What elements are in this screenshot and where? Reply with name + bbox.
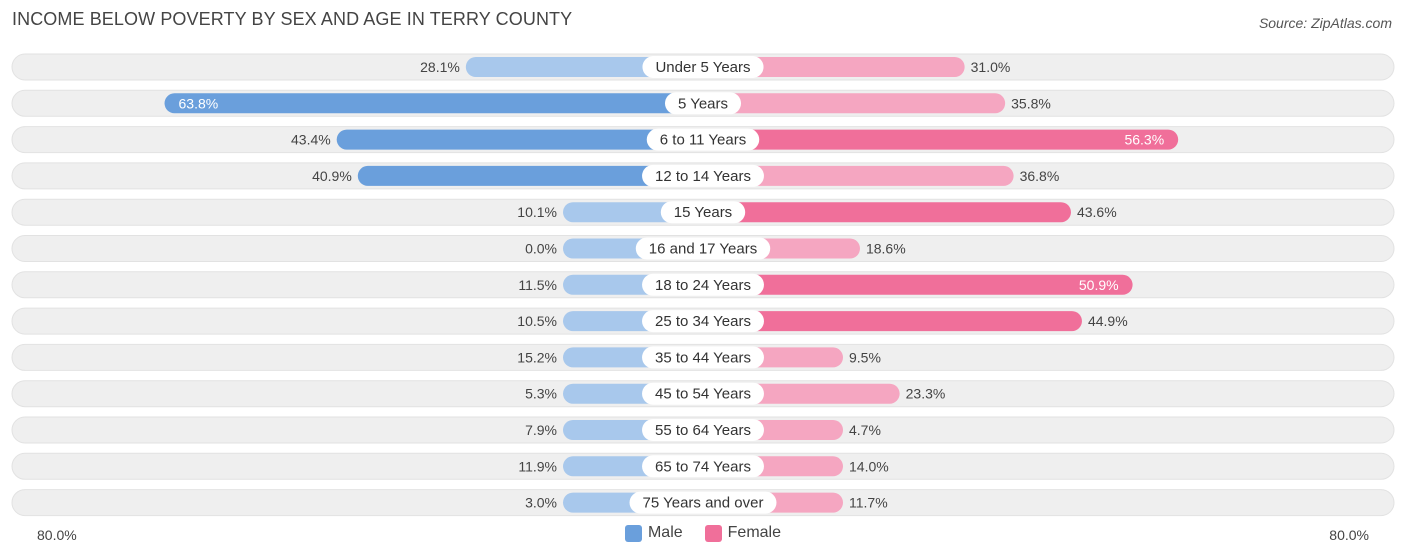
value-label-male: 63.8%: [179, 95, 219, 111]
value-label-male: 11.5%: [518, 277, 557, 293]
bar-female: [703, 274, 1133, 295]
category-label: 16 and 17 Years: [649, 241, 757, 258]
source-label: Source: ZipAtlas.com: [1258, 15, 1392, 31]
category-label: 15 Years: [674, 204, 732, 221]
legend-swatch-male: [624, 524, 642, 542]
bar-female: [703, 311, 1082, 332]
chart-title: INCOME BELOW POVERTY BY SEX AND AGE IN T…: [12, 9, 573, 29]
value-label-male: 11.9%: [518, 458, 557, 474]
category-label: 5 Years: [678, 95, 728, 112]
category-label-pill: [642, 310, 764, 333]
value-label-female: 31.0%: [971, 59, 1011, 75]
bar-male: [357, 165, 703, 186]
category-label-pill: [642, 419, 764, 441]
value-label-male: 28.1%: [420, 59, 460, 75]
category-label: 65 to 74 Years: [655, 458, 751, 475]
value-label-female: 14.0%: [849, 458, 889, 474]
legend-swatch-female: [704, 524, 722, 542]
legend-item-female[interactable]: Female: [704, 524, 782, 542]
category-label-pill: [642, 273, 764, 296]
category-label: Under 5 Years: [655, 59, 750, 76]
category-label-pill: [629, 491, 777, 514]
value-label-female: 11.7%: [849, 495, 888, 511]
bar-female: [703, 202, 1071, 223]
value-label-female: 4.7%: [849, 422, 881, 438]
category-label-pill: [642, 164, 764, 187]
bar-male: [336, 129, 703, 150]
category-label: 75 Years and over: [643, 495, 764, 512]
legend: Male Female: [0, 524, 1406, 542]
bar-female: [703, 129, 1179, 150]
value-label-male: 0.0%: [525, 241, 557, 257]
value-label-female: 50.9%: [1079, 277, 1119, 293]
category-label: 18 to 24 Years: [655, 277, 751, 294]
category-label-pill: [664, 92, 742, 115]
value-label-male: 3.0%: [525, 495, 557, 511]
diverging-bar-chart: 28.1% 31.0% Under 5 Years 63.8% 35.8% 5 Years…: [11, 53, 1395, 517]
category-label-pill: [642, 382, 764, 405]
value-label-female: 56.3%: [1124, 132, 1164, 148]
category-label: 35 to 44 Years: [655, 349, 751, 366]
category-label-pill: [635, 237, 771, 260]
axis-label-right: 80.0%: [1329, 527, 1369, 543]
category-label-pill: [642, 346, 764, 369]
value-label-female: 35.8%: [1011, 95, 1051, 111]
bar-male: [164, 93, 703, 114]
category-label: 12 to 14 Years: [655, 168, 751, 185]
value-label-female: 23.3%: [906, 386, 946, 402]
legend-label-male: Male: [647, 524, 683, 541]
bar-female: [703, 57, 965, 77]
category-label: 25 to 34 Years: [655, 313, 751, 330]
value-label-male: 5.3%: [525, 386, 557, 402]
value-label-male: 15.2%: [517, 349, 557, 365]
value-label-female: 44.9%: [1088, 313, 1128, 329]
value-label-male: 43.4%: [291, 132, 331, 148]
category-label-pill: [660, 201, 746, 224]
category-label: 45 to 54 Years: [655, 386, 751, 403]
category-label-pill: [642, 56, 764, 78]
axis-label-left: 80.0%: [37, 527, 77, 543]
category-label: 6 to 11 Years: [660, 132, 746, 149]
value-label-male: 40.9%: [312, 168, 352, 184]
value-label-male: 10.5%: [517, 313, 557, 329]
legend-item-male[interactable]: Male: [624, 524, 683, 542]
value-label-female: 43.6%: [1077, 204, 1117, 220]
category-label: 55 to 64 Years: [655, 422, 751, 439]
value-label-male: 10.1%: [517, 204, 557, 220]
legend-label-female: Female: [727, 524, 782, 541]
value-label-male: 7.9%: [525, 422, 557, 438]
value-label-female: 9.5%: [849, 349, 881, 365]
category-label-pill: [642, 455, 764, 478]
value-label-female: 18.6%: [866, 241, 906, 257]
category-label-pill: [646, 128, 760, 151]
value-label-female: 36.8%: [1020, 168, 1060, 184]
bar-female: [703, 93, 1006, 114]
bar-female: [703, 165, 1014, 186]
